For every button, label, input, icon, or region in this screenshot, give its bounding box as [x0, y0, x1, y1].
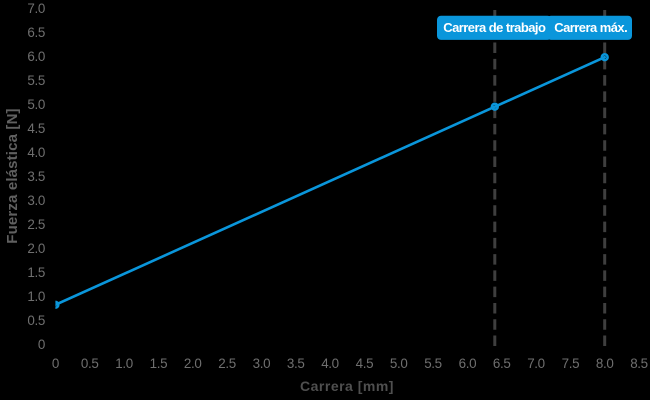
svg-text:4.0: 4.0: [27, 145, 45, 160]
svg-text:6.0: 6.0: [27, 49, 45, 64]
svg-text:7.0: 7.0: [527, 356, 545, 371]
svg-text:3.0: 3.0: [253, 356, 271, 371]
svg-text:8.5: 8.5: [630, 356, 648, 371]
svg-text:4.5: 4.5: [27, 121, 45, 136]
svg-text:8.0: 8.0: [596, 356, 614, 371]
svg-text:Carrera [mm]: Carrera [mm]: [300, 378, 394, 394]
svg-text:2.5: 2.5: [27, 217, 45, 232]
svg-text:7.5: 7.5: [562, 356, 580, 371]
svg-text:4.5: 4.5: [356, 356, 374, 371]
svg-text:Carrera máx.: Carrera máx.: [554, 20, 627, 35]
svg-text:2.5: 2.5: [218, 356, 236, 371]
svg-text:0.5: 0.5: [27, 313, 45, 328]
svg-text:Carrera de trabajo: Carrera de trabajo: [443, 20, 546, 35]
svg-text:1.0: 1.0: [27, 289, 45, 304]
svg-text:7.0: 7.0: [27, 1, 45, 16]
svg-text:4.0: 4.0: [321, 356, 339, 371]
svg-text:2.0: 2.0: [27, 241, 45, 256]
svg-text:0.5: 0.5: [81, 356, 99, 371]
svg-text:2.0: 2.0: [184, 356, 202, 371]
svg-text:6.5: 6.5: [27, 25, 45, 40]
svg-text:3.5: 3.5: [287, 356, 305, 371]
svg-text:5.5: 5.5: [27, 73, 45, 88]
svg-text:5.0: 5.0: [390, 356, 408, 371]
svg-text:1.0: 1.0: [115, 356, 133, 371]
svg-text:6.0: 6.0: [459, 356, 477, 371]
svg-text:Fuerza elástica [N]: Fuerza elástica [N]: [4, 108, 21, 243]
svg-text:0: 0: [38, 337, 45, 352]
svg-text:5.5: 5.5: [424, 356, 442, 371]
svg-text:3.5: 3.5: [27, 169, 45, 184]
svg-text:5.0: 5.0: [27, 97, 45, 112]
svg-text:0: 0: [52, 356, 59, 371]
svg-text:1.5: 1.5: [27, 265, 45, 280]
svg-text:1.5: 1.5: [150, 356, 168, 371]
svg-text:6.5: 6.5: [493, 356, 511, 371]
svg-text:3.0: 3.0: [27, 193, 45, 208]
